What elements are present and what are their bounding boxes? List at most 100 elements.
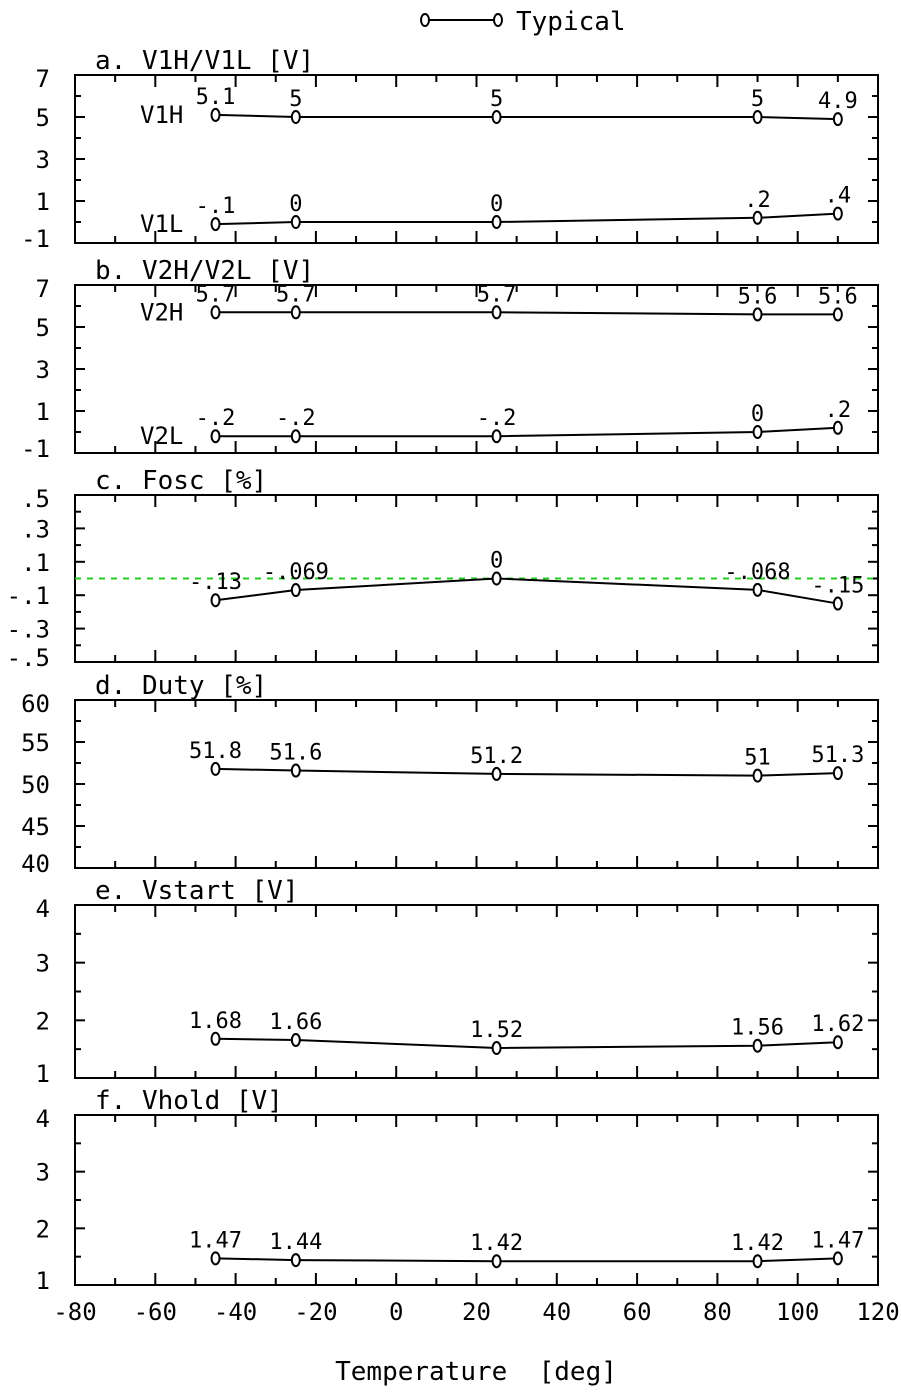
y-tick-label: 3 xyxy=(36,1159,50,1187)
data-point xyxy=(290,1032,301,1047)
legend-label: Typical xyxy=(516,7,626,37)
data-point xyxy=(832,307,843,322)
y-tick-label: 4 xyxy=(36,1105,50,1133)
y-tick-label: .3 xyxy=(21,515,50,543)
panel-3: d. Duty [%] 60 55 50 45 40 51.8 51.6 51.2 51 51.3 xyxy=(21,671,879,878)
data-label: 0 xyxy=(490,549,503,574)
data-label: -.13 xyxy=(189,570,242,595)
data-point xyxy=(832,1251,843,1266)
y-tick-label: 2 xyxy=(36,1215,50,1243)
data-point xyxy=(491,766,502,781)
data-point xyxy=(210,1251,221,1266)
data-point xyxy=(210,107,221,122)
x-tick-label: 60 xyxy=(623,1298,652,1326)
data-point xyxy=(752,425,763,439)
data-point xyxy=(210,429,221,444)
data-label: .4 xyxy=(825,184,852,209)
y-tick-label: 7 xyxy=(36,275,50,303)
data-label: 1.52 xyxy=(470,1018,523,1043)
panel-title: f. Vhold [V] xyxy=(95,1086,283,1116)
data-label: 5.7 xyxy=(477,282,517,307)
y-tick-label: -.3 xyxy=(7,616,50,644)
data-point xyxy=(752,110,763,124)
data-point xyxy=(290,1253,301,1268)
data-point xyxy=(832,420,843,435)
legend-marker-right xyxy=(493,13,503,27)
x-tick-label: 120 xyxy=(856,1298,899,1326)
data-point xyxy=(290,110,301,124)
panel-frame xyxy=(74,699,879,869)
data-label: 1.47 xyxy=(189,1228,242,1253)
data-point xyxy=(290,583,301,598)
legend: Typical xyxy=(420,7,626,37)
y-tick-label: 2 xyxy=(36,1007,50,1035)
y-tick-label: 7 xyxy=(36,65,50,93)
data-point xyxy=(832,1035,843,1050)
y-tick-label: -.5 xyxy=(7,644,50,672)
data-point xyxy=(290,763,301,778)
panel-4: e. Vstart [V] 4 3 2 1 1.68 1.66 1.52 1.56 1.62 xyxy=(36,876,879,1088)
data-point xyxy=(491,110,502,124)
data-point xyxy=(210,1031,221,1046)
panel-1: b. V2H/V2L [V] 7 5 3 1 -1 5.7 5.7 5.7 5.6 5.6 V2H -.… xyxy=(21,256,879,463)
data-label: 0 xyxy=(490,192,503,217)
series-line xyxy=(215,311,838,316)
data-label: 51.2 xyxy=(470,744,523,769)
y-tick-label: 5 xyxy=(36,104,50,132)
legend-marker-left xyxy=(420,13,430,27)
x-tick-label: -80 xyxy=(53,1298,96,1326)
data-label: 5 xyxy=(751,87,764,112)
data-label: -.069 xyxy=(263,560,329,585)
series-line xyxy=(215,1257,838,1263)
data-point xyxy=(491,429,502,444)
y-tick-label: .1 xyxy=(21,549,50,577)
y-tick-label: 1 xyxy=(36,1267,50,1295)
data-point xyxy=(832,766,843,781)
x-axis: -80 -60 -40 -20 0 20 40 60 80 100 120 xyxy=(53,1298,899,1326)
data-label: 4.9 xyxy=(818,89,858,114)
panel-title: b. V2H/V2L [V] xyxy=(95,256,314,286)
data-point xyxy=(290,215,301,229)
data-point xyxy=(210,217,221,232)
x-axis-label: Temperature [deg] xyxy=(335,1357,617,1387)
data-point xyxy=(491,305,502,320)
y-tick-label: 40 xyxy=(21,850,50,878)
data-point xyxy=(491,1041,502,1056)
x-tick-label: 20 xyxy=(462,1298,491,1326)
data-point xyxy=(491,571,502,586)
data-label: -.2 xyxy=(276,406,316,431)
x-tick-label: 0 xyxy=(389,1298,403,1326)
data-label: 5.6 xyxy=(818,284,858,309)
data-label: 51.8 xyxy=(189,739,242,764)
data-label: 0 xyxy=(751,402,764,427)
panel-5: f. Vhold [V] 4 3 2 1 1.47 1.44 1.42 1.42 1.47 xyxy=(36,1086,879,1295)
data-label: 5.7 xyxy=(196,282,236,307)
data-point xyxy=(210,761,221,776)
data-label: -.2 xyxy=(477,406,517,431)
data-point xyxy=(752,1038,763,1053)
series-line xyxy=(215,212,838,226)
y-tick-label: -1 xyxy=(21,225,50,253)
y-tick-label: 1 xyxy=(36,398,50,426)
data-point xyxy=(491,215,502,229)
series-label: V2L xyxy=(140,422,183,450)
data-label: .2 xyxy=(825,398,852,423)
data-label: 1.47 xyxy=(811,1228,864,1253)
x-tick-label: -40 xyxy=(214,1298,257,1326)
x-tick-label: -60 xyxy=(134,1298,177,1326)
panel-2: c. Fosc [%] .5.3 .1 -.1 -.3-.5 -.13 -.069 0 -.06… xyxy=(7,466,879,672)
panel-title: c. Fosc [%] xyxy=(95,466,267,496)
data-label: -.1 xyxy=(196,194,236,219)
x-tick-label: -20 xyxy=(294,1298,337,1326)
data-point xyxy=(290,429,301,444)
data-point xyxy=(832,206,843,221)
y-tick-label: -1 xyxy=(21,435,50,463)
data-label: -.068 xyxy=(724,560,790,585)
x-tick-label: 100 xyxy=(776,1298,819,1326)
data-label: 1.56 xyxy=(731,1016,784,1041)
y-tick-label: 1 xyxy=(36,1060,50,1088)
data-label: 1.42 xyxy=(470,1231,523,1256)
